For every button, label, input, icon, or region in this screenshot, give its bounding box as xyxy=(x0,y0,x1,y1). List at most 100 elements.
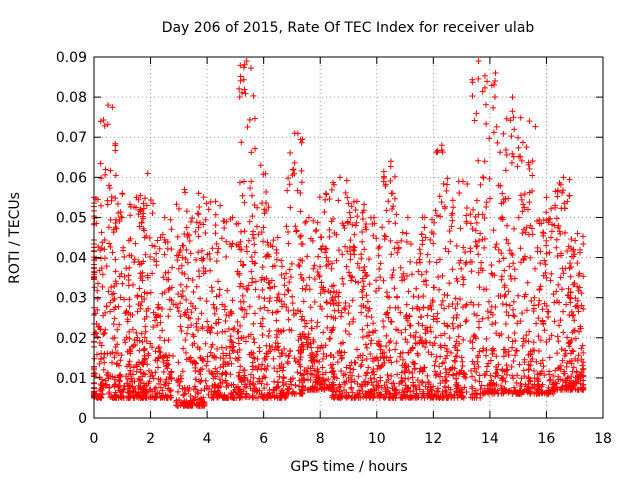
data-point xyxy=(112,220,119,227)
data-point xyxy=(456,190,463,197)
data-point xyxy=(297,233,304,240)
data-point xyxy=(484,308,491,315)
data-point xyxy=(309,363,316,370)
data-point xyxy=(297,353,304,360)
data-point xyxy=(285,287,292,294)
data-point xyxy=(510,357,517,364)
data-point xyxy=(575,352,582,359)
data-point xyxy=(434,318,441,325)
data-point xyxy=(254,366,261,373)
data-point xyxy=(339,275,346,282)
data-point xyxy=(557,181,564,188)
data-point xyxy=(297,370,304,377)
data-point xyxy=(200,255,207,262)
data-point xyxy=(546,354,553,361)
data-point xyxy=(248,268,255,275)
data-point xyxy=(506,302,513,309)
data-point xyxy=(308,344,315,351)
data-point xyxy=(492,244,499,251)
data-point xyxy=(196,204,203,211)
data-point xyxy=(435,394,442,401)
data-point xyxy=(403,230,410,237)
data-point xyxy=(311,298,318,305)
data-point xyxy=(448,223,455,230)
data-point xyxy=(106,390,113,397)
data-point xyxy=(301,317,308,324)
x-tick-label: 12 xyxy=(424,431,442,447)
data-point xyxy=(240,314,247,321)
data-point xyxy=(366,388,373,395)
data-point xyxy=(182,349,189,356)
data-point xyxy=(509,344,516,351)
data-point xyxy=(189,215,196,222)
data-point xyxy=(112,268,119,275)
data-point xyxy=(157,313,164,320)
data-point xyxy=(462,374,469,381)
data-point xyxy=(505,240,512,247)
data-point xyxy=(473,219,480,226)
data-point xyxy=(223,218,230,225)
data-point xyxy=(416,256,423,263)
data-point xyxy=(559,357,566,364)
data-point xyxy=(138,330,145,337)
data-point xyxy=(564,334,571,341)
data-point xyxy=(321,381,328,388)
data-point xyxy=(570,246,577,253)
data-point xyxy=(274,368,281,375)
data-point xyxy=(375,285,382,292)
data-point xyxy=(535,333,542,340)
data-point xyxy=(419,322,426,329)
data-point xyxy=(290,307,297,314)
data-point xyxy=(575,328,582,335)
data-point xyxy=(512,352,519,359)
data-point xyxy=(246,381,253,388)
data-point xyxy=(126,264,133,271)
data-point xyxy=(344,218,351,225)
data-point xyxy=(104,121,111,128)
data-point xyxy=(383,207,390,214)
data-point xyxy=(520,201,527,208)
data-point xyxy=(398,274,405,281)
data-point xyxy=(397,353,404,360)
data-point xyxy=(500,375,507,382)
data-point xyxy=(135,359,142,366)
data-point xyxy=(562,347,569,354)
data-point xyxy=(279,263,286,270)
y-tick-label: 0.01 xyxy=(56,371,87,387)
data-point xyxy=(291,130,298,137)
data-point xyxy=(343,177,350,184)
data-point xyxy=(203,200,210,207)
data-point xyxy=(215,388,222,395)
data-point xyxy=(434,149,441,156)
data-point xyxy=(250,92,257,99)
data-point xyxy=(121,253,128,260)
data-point xyxy=(527,378,534,385)
data-point xyxy=(549,221,556,228)
data-point xyxy=(112,147,119,154)
data-point xyxy=(535,386,542,393)
data-point xyxy=(525,231,532,238)
data-point xyxy=(552,204,559,211)
data-point xyxy=(185,314,192,321)
data-point xyxy=(370,357,377,364)
data-point xyxy=(97,381,104,388)
data-point xyxy=(200,394,207,401)
data-point xyxy=(481,72,488,79)
data-point xyxy=(184,233,191,240)
data-point xyxy=(215,319,222,326)
data-point xyxy=(474,352,481,359)
data-point xyxy=(480,390,487,397)
data-point xyxy=(216,376,223,383)
data-point xyxy=(468,367,475,374)
data-point xyxy=(117,294,124,301)
data-point xyxy=(455,384,462,391)
data-point xyxy=(111,315,118,322)
data-point xyxy=(283,390,290,397)
data-point xyxy=(283,304,290,311)
data-point xyxy=(277,390,284,397)
data-point xyxy=(389,205,396,212)
data-point xyxy=(261,295,268,302)
data-point xyxy=(303,320,310,327)
data-point xyxy=(288,260,295,267)
data-point xyxy=(565,292,572,299)
